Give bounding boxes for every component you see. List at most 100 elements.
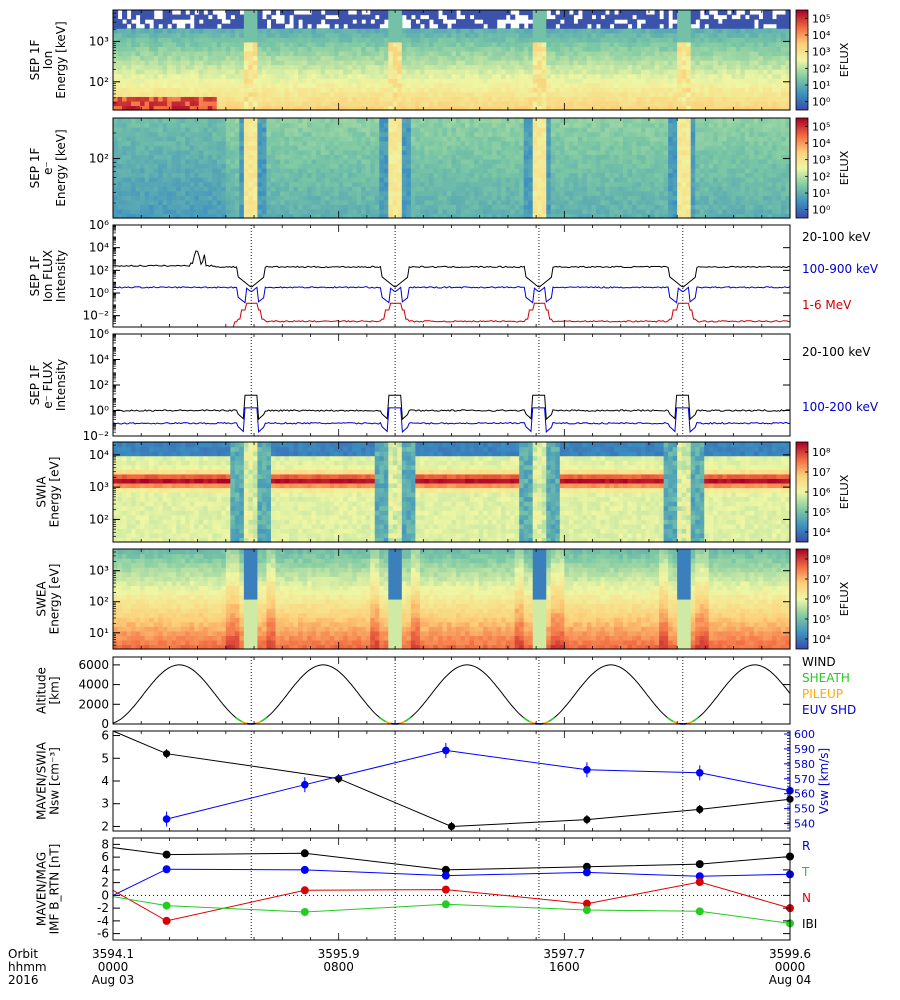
heatmap-cell <box>140 204 146 210</box>
heatmap-cell <box>451 73 457 79</box>
heatmap-cell <box>149 28 155 34</box>
heatmap-cell <box>568 64 574 70</box>
heatmap-cell <box>433 136 439 142</box>
heatmap-cell <box>546 60 552 66</box>
heatmap-cell <box>189 186 195 192</box>
heatmap-cell <box>780 55 787 61</box>
heatmap-cell <box>216 82 222 88</box>
heatmap-cell <box>573 50 579 57</box>
heatmap-cell <box>171 105 177 111</box>
heatmap-cell <box>230 190 236 196</box>
heatmap-cell <box>302 37 308 43</box>
heatmap-cell <box>762 10 769 16</box>
heatmap-cell <box>153 186 159 192</box>
heatmap-cell <box>302 122 308 128</box>
heatmap-cell <box>663 23 669 29</box>
heatmap-cell <box>564 19 570 25</box>
heatmap-cell <box>289 10 295 16</box>
heatmap-cell <box>171 23 177 29</box>
heatmap-cell <box>695 91 701 97</box>
heatmap-cell <box>672 82 678 88</box>
heatmap-cell <box>198 158 204 165</box>
heatmap-cell <box>609 105 615 111</box>
heatmap-cell <box>550 64 556 70</box>
heatmap-cell <box>419 60 426 66</box>
heatmap-cell <box>501 105 507 111</box>
heatmap-cell <box>361 78 367 84</box>
heatmap-cell <box>284 127 290 133</box>
heatmap-cell <box>212 73 218 79</box>
heatmap-cell <box>514 32 520 38</box>
heatmap-cell <box>613 96 620 102</box>
heatmap-cell <box>365 96 371 102</box>
heatmap-cell <box>456 50 462 57</box>
heatmap-cell <box>252 136 259 142</box>
heatmap-cell <box>532 10 538 16</box>
heatmap-cell <box>424 19 430 25</box>
heatmap-cell <box>474 140 480 146</box>
heatmap-cell <box>392 168 398 174</box>
heatmap-cell <box>465 105 471 111</box>
heatmap-cell <box>636 10 642 16</box>
heatmap-cell <box>275 195 281 201</box>
heatmap-cell <box>311 96 317 102</box>
heatmap-cell <box>180 100 186 107</box>
heatmap-cell <box>293 64 299 70</box>
heatmap-cell <box>650 78 656 84</box>
heatmap-cell <box>428 127 435 133</box>
heatmap-cell <box>659 69 665 75</box>
heatmap-cell <box>207 154 213 160</box>
heatmap-cell <box>726 55 732 61</box>
heatmap-cell <box>437 140 444 146</box>
heatmap-cell <box>559 96 565 102</box>
heatmap-cell <box>492 78 498 84</box>
heatmap-cell <box>474 131 480 137</box>
heatmap-cell <box>428 118 435 124</box>
heatmap-cell <box>356 73 362 79</box>
heatmap-cell <box>600 87 606 93</box>
heatmap-cell <box>740 73 746 79</box>
heatmap-cell <box>279 140 286 146</box>
heatmap-cell <box>252 190 259 196</box>
heatmap-cell <box>600 64 606 70</box>
heatmap-cell <box>401 136 407 142</box>
heatmap-cell <box>144 163 150 169</box>
heatmap-cell <box>352 78 358 84</box>
heatmap-cell <box>401 186 407 192</box>
heatmap-cell <box>293 69 299 75</box>
heatmap-cell <box>144 64 150 70</box>
heatmap-cell <box>162 73 168 79</box>
heatmap-cell <box>379 41 385 47</box>
heatmap-cell <box>293 46 299 52</box>
heatmap-cell <box>442 100 448 107</box>
heatmap-cell <box>523 69 529 75</box>
heatmap-cell <box>437 118 444 124</box>
heatmap-cell <box>230 50 236 57</box>
heatmap-cell <box>767 96 773 102</box>
heatmap-cell <box>338 19 344 25</box>
heatmap-cell <box>316 19 322 25</box>
heatmap-cell <box>419 154 426 160</box>
heatmap-cell <box>519 82 525 88</box>
heatmap-cell <box>555 69 561 75</box>
heatmap-cell <box>659 60 665 66</box>
heatmap-cell <box>284 163 290 169</box>
heatmap-cell <box>767 14 773 20</box>
heatmap-cell <box>392 131 398 137</box>
heatmap-cell <box>767 28 773 34</box>
heatmap-cell <box>686 87 692 93</box>
heatmap-cell <box>623 69 629 75</box>
heatmap-cell <box>379 64 385 70</box>
heatmap-cell <box>311 91 317 97</box>
heatmap-cell <box>659 64 665 70</box>
heatmap-cell <box>171 199 177 205</box>
heatmap-cell <box>383 78 389 84</box>
heatmap-cell <box>162 213 168 219</box>
heatmap-cell <box>239 195 245 201</box>
heatmap-cell <box>153 37 159 43</box>
heatmap-cell <box>731 87 737 93</box>
heatmap-cell <box>149 163 155 169</box>
heatmap-cell <box>207 136 213 142</box>
heatmap-cell <box>379 163 385 169</box>
heatmap-cell <box>762 64 769 70</box>
